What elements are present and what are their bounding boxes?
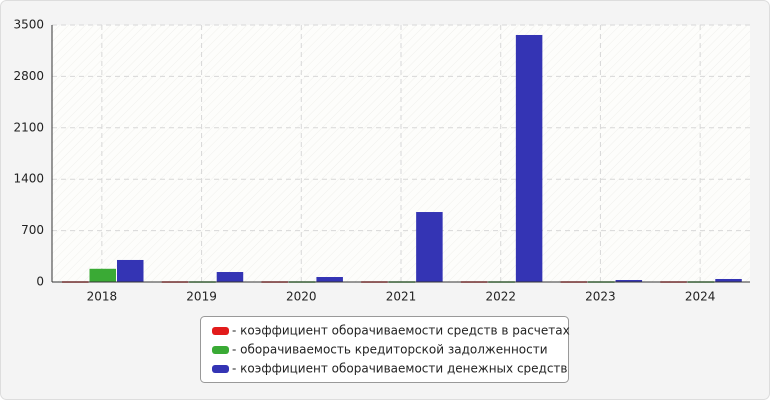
y-tick-label: 3500 — [13, 18, 44, 32]
y-tick-label: 1400 — [13, 172, 44, 186]
x-tick-label: 2018 — [87, 290, 118, 304]
legend-marker — [212, 346, 229, 354]
y-tick-label: 0 — [36, 275, 44, 289]
y-tick-label: 2800 — [13, 69, 44, 83]
x-tick-label: 2020 — [286, 290, 317, 304]
legend-label: - оборачиваемость кредиторской задолженн… — [232, 343, 548, 357]
bar — [615, 280, 643, 282]
bar — [515, 34, 543, 283]
x-tick-label: 2023 — [585, 290, 616, 304]
x-tick-label: 2022 — [485, 290, 516, 304]
bar — [316, 277, 343, 282]
legend-label: - коэффициент оборачиваемости средств в … — [232, 324, 570, 338]
y-tick-label: 2100 — [13, 120, 44, 134]
legend — [200, 316, 569, 383]
bar — [117, 259, 144, 282]
x-tick-label: 2024 — [685, 290, 716, 304]
bar — [216, 272, 244, 282]
legend-marker — [212, 327, 229, 335]
x-tick-label: 2019 — [186, 290, 217, 304]
bar — [89, 268, 116, 282]
legend-label: - коэффициент оборачиваемости денежных с… — [232, 362, 568, 376]
y-tick-label: 700 — [21, 223, 44, 237]
x-tick-label: 2021 — [386, 290, 417, 304]
legend-marker — [212, 365, 229, 373]
bar — [715, 278, 742, 282]
bar — [416, 212, 443, 282]
